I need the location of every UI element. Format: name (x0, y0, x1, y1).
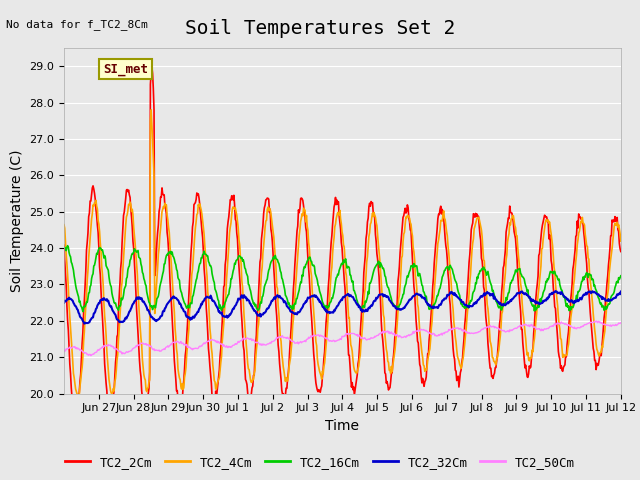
Line: TC2_2Cm: TC2_2Cm (64, 66, 621, 421)
TC2_50Cm (126, 348, 134, 354)
TC2_32Cm (60, 300, 68, 306)
Line: TC2_16Cm: TC2_16Cm (64, 246, 621, 312)
TC2_2Cm (433, 235, 440, 240)
TC2_2Cm (278, 387, 285, 393)
TC2_16Cm (64, 243, 72, 249)
TC2_2Cm (60, 242, 68, 248)
TC2_4Cm (60, 222, 68, 228)
TC2_4Cm (433, 261, 440, 266)
TC2_16Cm (257, 299, 264, 305)
TC2_4Cm (147, 107, 155, 113)
TC2_50Cm (87, 353, 95, 359)
TC2_16Cm (401, 283, 409, 288)
Text: No data for f_TC2_8Cm: No data for f_TC2_8Cm (6, 19, 148, 30)
TC2_2Cm (72, 418, 79, 424)
Text: SI_met: SI_met (103, 62, 148, 75)
TC2_4Cm (126, 199, 134, 205)
TC2_4Cm (76, 392, 83, 398)
TC2_16Cm (617, 273, 625, 279)
TC2_32Cm (126, 308, 134, 314)
X-axis label: Time: Time (325, 419, 360, 433)
TC2_50Cm (401, 334, 408, 339)
TC2_50Cm (60, 349, 68, 355)
TC2_2Cm (229, 197, 237, 203)
TC2_4Cm (278, 350, 285, 356)
TC2_32Cm (401, 305, 408, 311)
TC2_32Cm (617, 288, 625, 294)
TC2_32Cm (81, 321, 88, 326)
TC2_50Cm (228, 343, 236, 348)
TC2_16Cm (79, 309, 86, 314)
TC2_50Cm (277, 335, 285, 340)
TC2_16Cm (229, 268, 237, 274)
TC2_2Cm (148, 63, 156, 69)
TC2_16Cm (278, 275, 285, 281)
TC2_16Cm (127, 256, 134, 262)
TC2_4Cm (257, 283, 264, 288)
TC2_16Cm (60, 244, 68, 250)
Line: TC2_50Cm: TC2_50Cm (64, 321, 621, 356)
TC2_50Cm (256, 342, 264, 348)
TC2_32Cm (432, 305, 440, 311)
Line: TC2_4Cm: TC2_4Cm (64, 110, 621, 395)
TC2_50Cm (592, 318, 600, 324)
TC2_32Cm (256, 311, 264, 317)
TC2_50Cm (617, 320, 625, 326)
Text: Soil Temperatures Set 2: Soil Temperatures Set 2 (185, 19, 455, 38)
TC2_2Cm (257, 255, 264, 261)
Legend: TC2_2Cm, TC2_4Cm, TC2_16Cm, TC2_32Cm, TC2_50Cm: TC2_2Cm, TC2_4Cm, TC2_16Cm, TC2_32Cm, TC… (60, 451, 580, 474)
TC2_50Cm (432, 332, 440, 338)
TC2_16Cm (433, 296, 440, 302)
TC2_2Cm (126, 194, 134, 200)
TC2_2Cm (617, 249, 625, 254)
TC2_4Cm (229, 204, 237, 210)
TC2_32Cm (552, 288, 559, 294)
TC2_32Cm (228, 307, 236, 313)
Line: TC2_32Cm: TC2_32Cm (64, 291, 621, 324)
TC2_4Cm (617, 238, 625, 244)
TC2_2Cm (401, 205, 409, 211)
Y-axis label: Soil Temperature (C): Soil Temperature (C) (10, 150, 24, 292)
TC2_32Cm (277, 295, 285, 301)
TC2_4Cm (401, 221, 409, 227)
